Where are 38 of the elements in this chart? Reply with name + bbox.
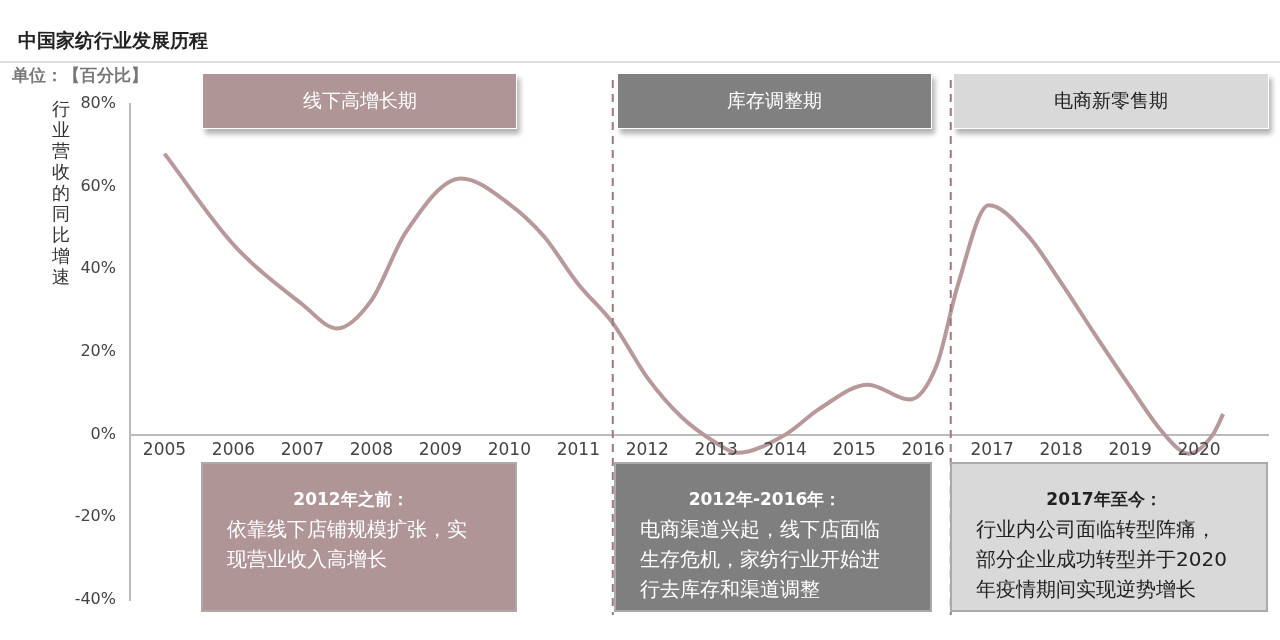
- period-note-card: 2012年之前： 依靠线下店铺规模扩张，实现营业收入高增长: [201, 462, 517, 612]
- period-label-box: 电商新零售期: [953, 73, 1269, 129]
- y-tick-label: 0%: [90, 423, 116, 443]
- x-tick-label: 2015: [832, 439, 876, 460]
- x-tick-label: 2012: [625, 439, 669, 460]
- annotation: 依靠线下店铺规模扩张，实现营业收入高增长: [227, 517, 467, 571]
- x-tick-label: 2013: [694, 439, 738, 460]
- annotation: 电商渠道兴起，线下店面临生存危机，家纺行业开始进行去库存和渠道调整: [640, 517, 880, 601]
- annotation: 行业内公司面临转型阵痛，部分企业成功转型并于2020年疫情期间实现逆势增长: [976, 517, 1227, 601]
- x-tick-label: 2007: [280, 439, 325, 460]
- x-tick-label: 2018: [1039, 439, 1083, 460]
- x-tick-label: 2006: [211, 439, 256, 460]
- period-note-card: 2017年至今： 行业内公司面临转型阵痛，部分企业成功转型并于2020年疫情期间实现逆势增长: [950, 462, 1268, 612]
- chart-title: 中国家纺行业发展历程: [18, 28, 208, 53]
- x-tick-label: 2019: [1108, 439, 1152, 460]
- annotation: 2012年-2016年：: [687, 488, 843, 511]
- x-tick-label: 2008: [349, 439, 394, 460]
- x-tick-label: 2017: [970, 439, 1014, 460]
- annotation: 2017年至今：: [1045, 488, 1163, 511]
- period-label-box: 库存调整期: [617, 73, 932, 129]
- chart-subtitle: 单位：【百分比】: [12, 64, 148, 87]
- annotation: 2012年之前：: [292, 488, 410, 511]
- y-tick-label: 60%: [80, 175, 116, 195]
- text: 行业营收的同比增速: [52, 98, 70, 287]
- y-tick-label: -20%: [74, 506, 116, 526]
- x-tick-label: 2016: [901, 439, 945, 460]
- period-note-card: 2012年-2016年： 电商渠道兴起，线下店面临生存危机，家纺行业开始进行去库存和渠道调整: [614, 462, 932, 612]
- x-tick-label: 2010: [487, 439, 531, 460]
- x-tick-label: 2020: [1177, 439, 1221, 460]
- period-label-box: 线下高增长期: [202, 73, 517, 129]
- x-tick-label: 2011: [556, 439, 600, 460]
- x-tick-label: 2005: [142, 439, 187, 460]
- y-tick-label: 20%: [80, 341, 116, 361]
- y-tick-label: 40%: [80, 258, 116, 278]
- x-tick-label: 2009: [418, 439, 462, 460]
- y-tick-label: 80%: [80, 93, 116, 113]
- x-tick-label: 2014: [763, 439, 807, 460]
- y-tick-label: -40%: [74, 589, 116, 609]
